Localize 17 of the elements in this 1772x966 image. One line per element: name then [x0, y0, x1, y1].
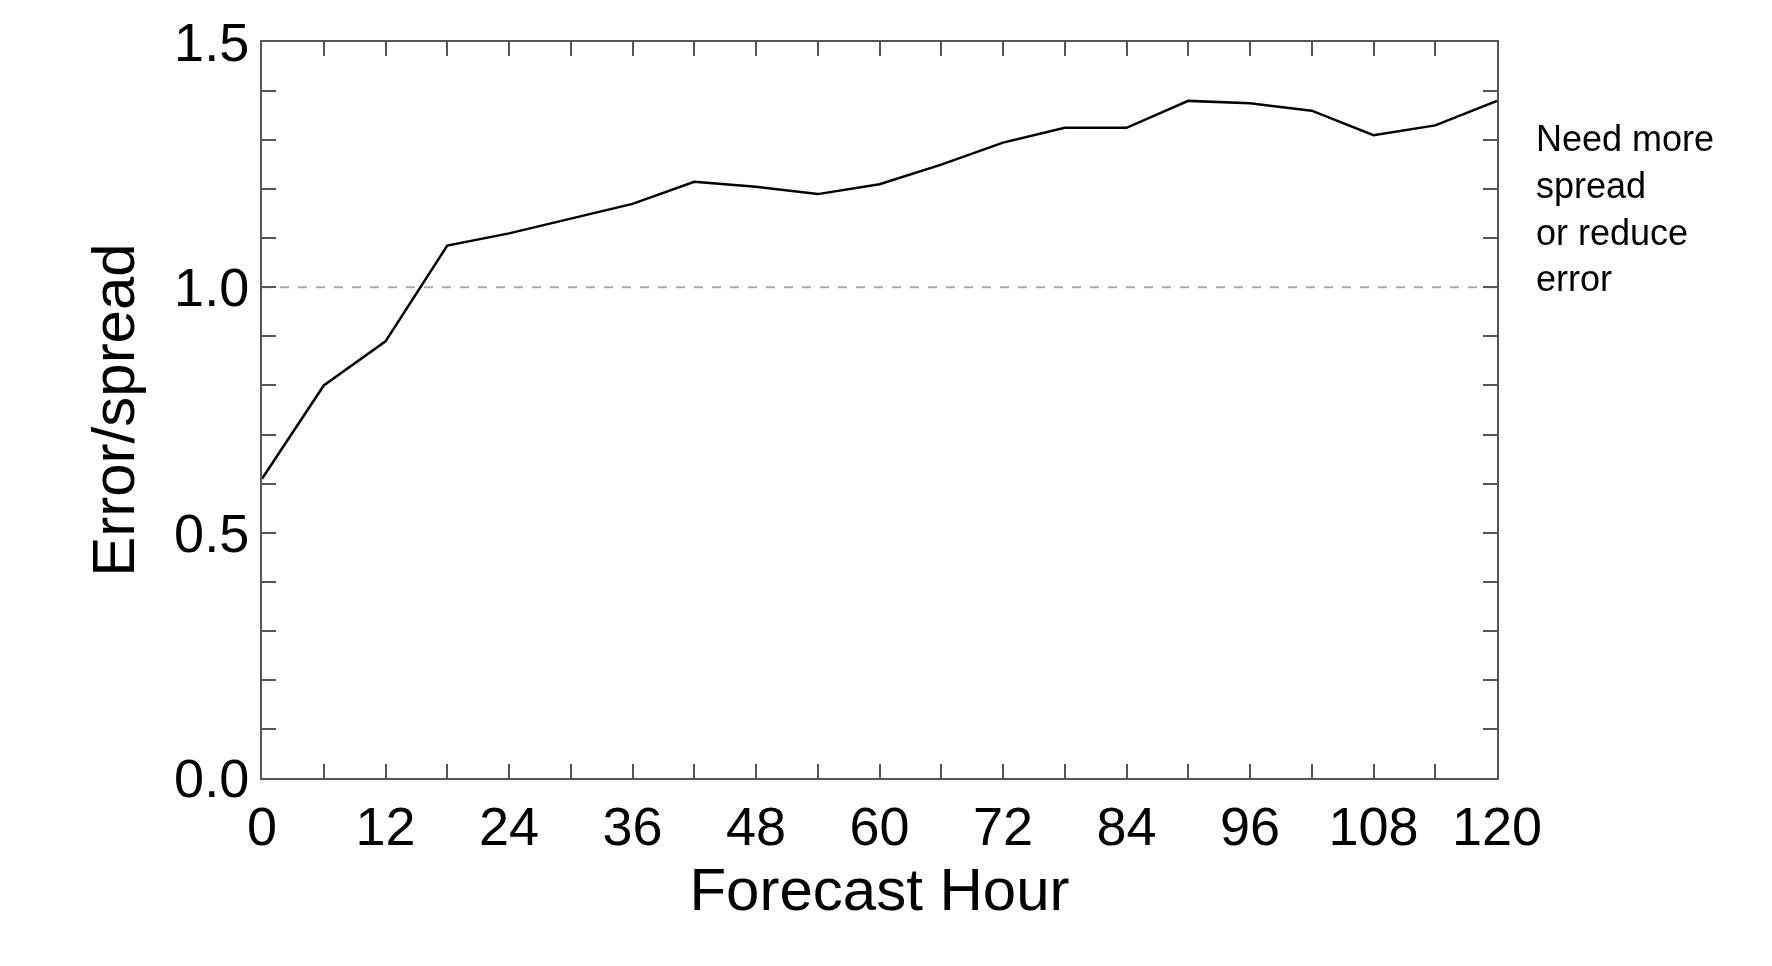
x-tick-label: 12	[355, 795, 416, 856]
text: Need more spread or reduce error	[1536, 118, 1715, 300]
x-tick-label: 36	[602, 795, 663, 856]
x-tick-label: 108	[1328, 795, 1419, 856]
x-axis-title: Forecast Hour	[689, 855, 1070, 923]
x-tick-label: 48	[725, 795, 787, 856]
y-tick-label: 1.0	[174, 257, 250, 318]
y-tick-label: 1.5	[174, 11, 250, 72]
x-tick-label: 60	[849, 795, 910, 856]
y-axis-title: Error/spread	[80, 243, 148, 577]
x-tick-label: 24	[478, 795, 540, 856]
line-series	[262, 99, 1497, 480]
y-tick-label: 0.5	[174, 502, 250, 563]
x-tick-label: 120	[1451, 795, 1543, 856]
x-tick-label: 72	[972, 795, 1034, 856]
x-tick-label: 96	[1219, 795, 1281, 856]
x-tick-label: 84	[1096, 795, 1157, 856]
